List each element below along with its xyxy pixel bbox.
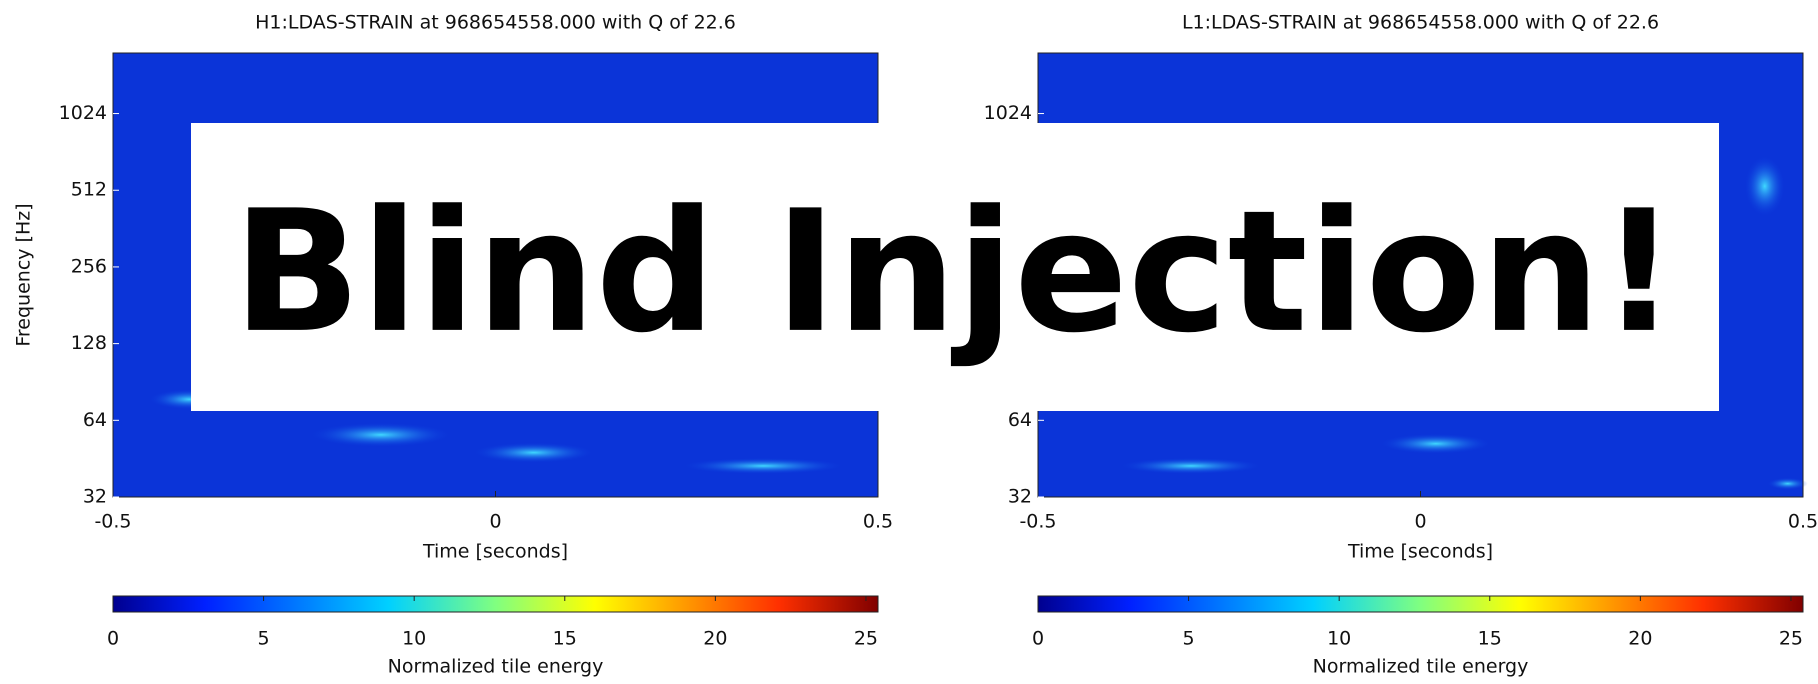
colorbar — [113, 596, 878, 612]
x-axis-label: Time [seconds] — [1347, 541, 1493, 563]
y-axis-label: Frequency [Hz] — [13, 203, 35, 346]
y-tick-label: 32 — [1008, 486, 1032, 508]
x-tick-label: 0 — [1414, 511, 1426, 533]
colorbar-tick-label: 15 — [553, 628, 577, 650]
y-tick-label: 256 — [71, 255, 107, 277]
y-tick-label: 1024 — [59, 102, 107, 124]
colorbar-tick-label: 25 — [1779, 628, 1803, 650]
x-tick-label: -0.5 — [94, 511, 131, 533]
colorbar-label: Normalized tile energy — [1313, 656, 1529, 678]
energy-texture — [683, 458, 843, 474]
colorbar-tick-label: 0 — [107, 628, 119, 650]
colorbar-tick-label: 5 — [258, 628, 270, 650]
energy-texture — [1745, 156, 1785, 216]
panel-title: H1:LDAS-STRAIN at 968654558.000 with Q o… — [255, 12, 736, 34]
colorbar-tick-label: 20 — [1628, 628, 1652, 650]
colorbar — [1038, 596, 1803, 612]
colorbar-label: Normalized tile energy — [388, 656, 604, 678]
x-axis-label: Time [seconds] — [422, 541, 568, 563]
colorbar-tick-label: 25 — [854, 628, 878, 650]
colorbar-tick-label: 10 — [1327, 628, 1351, 650]
energy-texture — [311, 423, 451, 447]
energy-texture — [1121, 458, 1261, 474]
y-tick-label: 64 — [1008, 409, 1032, 431]
y-tick-label: 512 — [71, 179, 107, 201]
y-tick-label: 32 — [83, 486, 107, 508]
x-tick-label: 0.5 — [863, 511, 893, 533]
colorbar-tick-label: 5 — [1183, 628, 1195, 650]
colorbar-tick-label: 15 — [1478, 628, 1502, 650]
colorbar-tick-label: 0 — [1032, 628, 1044, 650]
y-tick-label: 128 — [71, 332, 107, 354]
x-tick-label: -0.5 — [1019, 511, 1056, 533]
y-tick-label: 64 — [83, 409, 107, 431]
energy-texture — [1381, 434, 1491, 454]
energy-texture — [474, 443, 594, 463]
y-tick-label: 1024 — [984, 102, 1032, 124]
colorbar-tick-label: 10 — [402, 628, 426, 650]
colorbar-tick-label: 20 — [703, 628, 727, 650]
panel-title: L1:LDAS-STRAIN at 968654558.000 with Q o… — [1182, 12, 1659, 34]
overlay: Blind Injection! — [191, 123, 1719, 411]
x-tick-label: 0.5 — [1788, 511, 1818, 533]
energy-texture — [1768, 478, 1808, 490]
overlay-text: Blind Injection! — [233, 174, 1677, 370]
x-tick-label: 0 — [489, 511, 501, 533]
